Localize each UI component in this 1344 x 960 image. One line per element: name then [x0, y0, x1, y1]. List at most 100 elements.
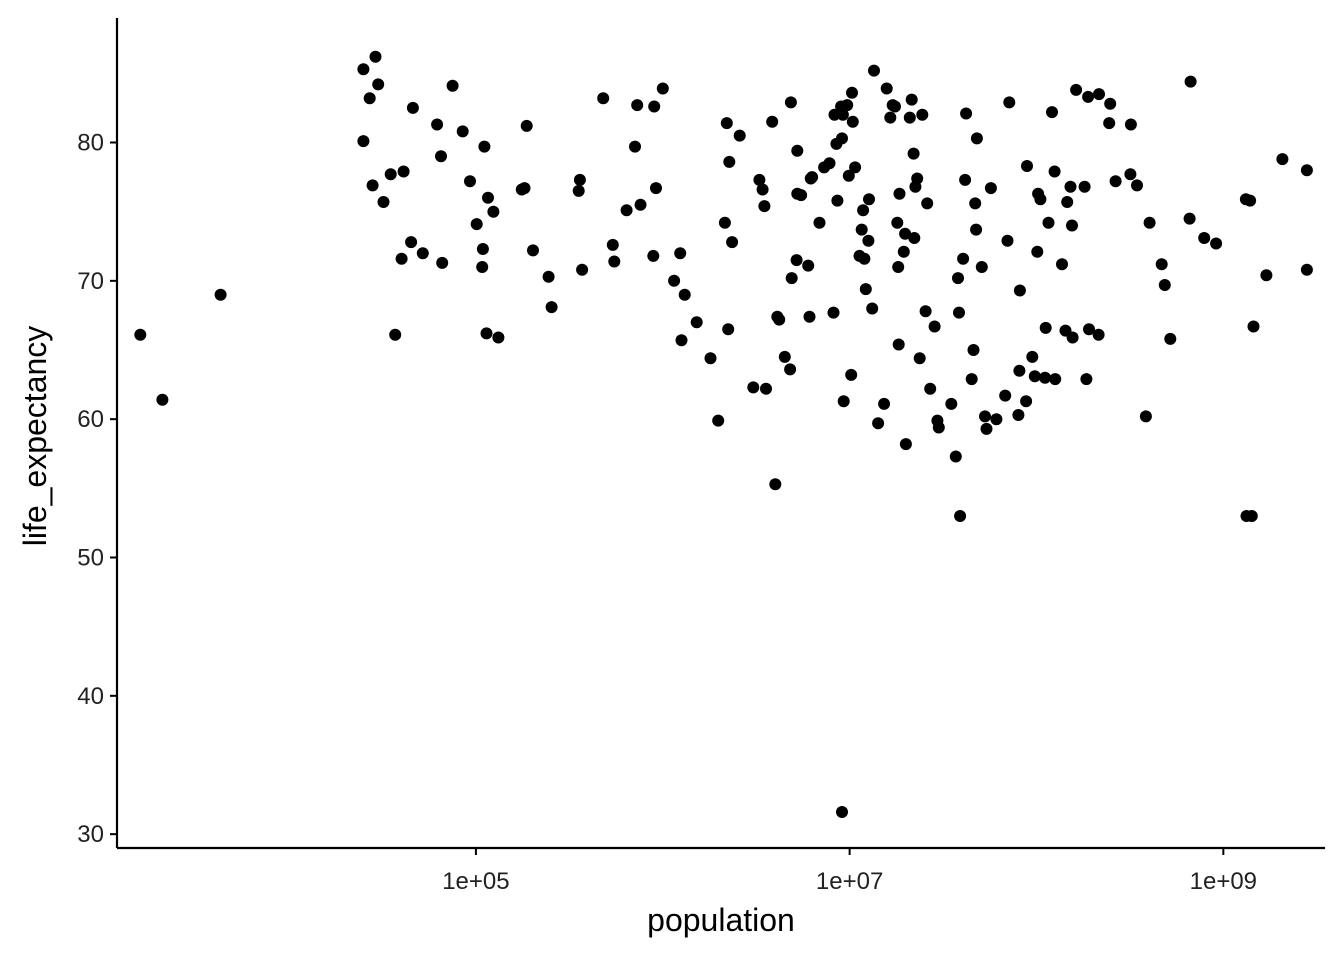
- data-point: [456, 125, 469, 138]
- data-point: [476, 261, 489, 273]
- data-point: [1210, 237, 1223, 250]
- data-point: [675, 334, 688, 347]
- data-point: [842, 169, 855, 182]
- data-point: [406, 101, 419, 114]
- data-point: [967, 344, 980, 356]
- data-point: [1276, 153, 1289, 166]
- data-point: [405, 236, 418, 249]
- data-point: [1245, 510, 1258, 522]
- data-point: [1021, 160, 1033, 172]
- data-point: [1034, 193, 1047, 206]
- data-point: [970, 132, 983, 145]
- data-point: [542, 270, 555, 283]
- data-point: [790, 254, 803, 267]
- data-point: [813, 216, 826, 229]
- data-point: [608, 255, 621, 268]
- data-point: [416, 247, 429, 260]
- data-point: [836, 806, 848, 818]
- data-point: [722, 323, 735, 336]
- data-point: [678, 288, 691, 301]
- data-point: [999, 389, 1012, 402]
- data-point: [1031, 245, 1044, 258]
- x-axis-title: population: [647, 902, 795, 938]
- data-point: [928, 320, 941, 333]
- data-point: [518, 182, 531, 195]
- data-point: [858, 252, 871, 265]
- data-point: [1012, 409, 1025, 421]
- data-point: [899, 438, 912, 451]
- data-point: [990, 413, 1003, 426]
- data-point: [905, 93, 918, 106]
- data-point: [957, 252, 970, 265]
- data-point: [134, 328, 147, 341]
- data-point: [907, 147, 920, 160]
- data-point: [970, 223, 983, 236]
- data-point: [446, 79, 459, 92]
- data-point: [377, 196, 390, 208]
- data-point: [932, 421, 945, 434]
- data-point: [1109, 175, 1122, 188]
- data-point: [845, 368, 858, 381]
- data-point: [952, 272, 964, 285]
- data-point: [899, 227, 912, 240]
- data-point: [1143, 216, 1156, 229]
- data-point: [859, 283, 872, 296]
- data-point: [1039, 371, 1051, 384]
- data-point: [758, 200, 771, 213]
- data-point: [476, 243, 489, 255]
- data-point: [723, 155, 736, 168]
- data-point: [478, 140, 491, 153]
- data-point: [156, 393, 169, 406]
- data-point: [1247, 320, 1260, 333]
- data-point: [573, 173, 586, 186]
- data-point: [892, 338, 905, 351]
- data-point: [1020, 395, 1033, 408]
- data-point: [892, 261, 905, 273]
- data-point: [631, 99, 644, 112]
- data-point: [1042, 216, 1055, 229]
- data-point: [954, 510, 967, 522]
- data-point: [572, 184, 585, 197]
- data-point: [1066, 331, 1079, 344]
- data-point: [889, 100, 901, 113]
- data-point: [827, 306, 840, 319]
- data-point: [1049, 373, 1062, 386]
- data-point: [1082, 90, 1095, 103]
- data-point: [960, 107, 973, 120]
- data-point: [1001, 234, 1014, 247]
- data-point: [969, 197, 982, 210]
- data-point: [855, 223, 868, 236]
- data-point: [1260, 269, 1273, 282]
- data-point: [464, 175, 476, 188]
- data-point: [1124, 168, 1137, 181]
- data-point: [1164, 332, 1177, 345]
- data-point: [803, 310, 816, 323]
- data-point: [872, 417, 885, 430]
- y-axis-ticks: 30 40 50 60 70 80: [77, 130, 117, 848]
- data-point: [650, 182, 662, 195]
- data-point: [795, 189, 808, 202]
- data-point: [480, 327, 493, 340]
- data-point: [1183, 212, 1196, 225]
- data-point: [823, 157, 836, 170]
- data-point: [597, 92, 610, 105]
- data-point: [1013, 284, 1026, 297]
- data-point: [1028, 370, 1041, 383]
- data-point: [769, 478, 782, 491]
- data-point: [878, 397, 891, 410]
- y-tick-label: 40: [77, 683, 104, 710]
- data-point: [397, 165, 410, 178]
- data-point: [1092, 328, 1105, 341]
- data-point: [980, 422, 993, 435]
- data-point: [903, 111, 916, 124]
- data-point: [784, 96, 797, 109]
- data-point: [1300, 164, 1313, 177]
- data-point: [647, 249, 660, 262]
- data-point: [979, 410, 991, 423]
- data-point: [366, 179, 379, 192]
- data-point: [756, 183, 769, 196]
- data-point: [1026, 350, 1039, 363]
- x-tick-label: 1e+09: [1190, 868, 1257, 895]
- data-point: [919, 305, 932, 318]
- data-point: [712, 414, 725, 427]
